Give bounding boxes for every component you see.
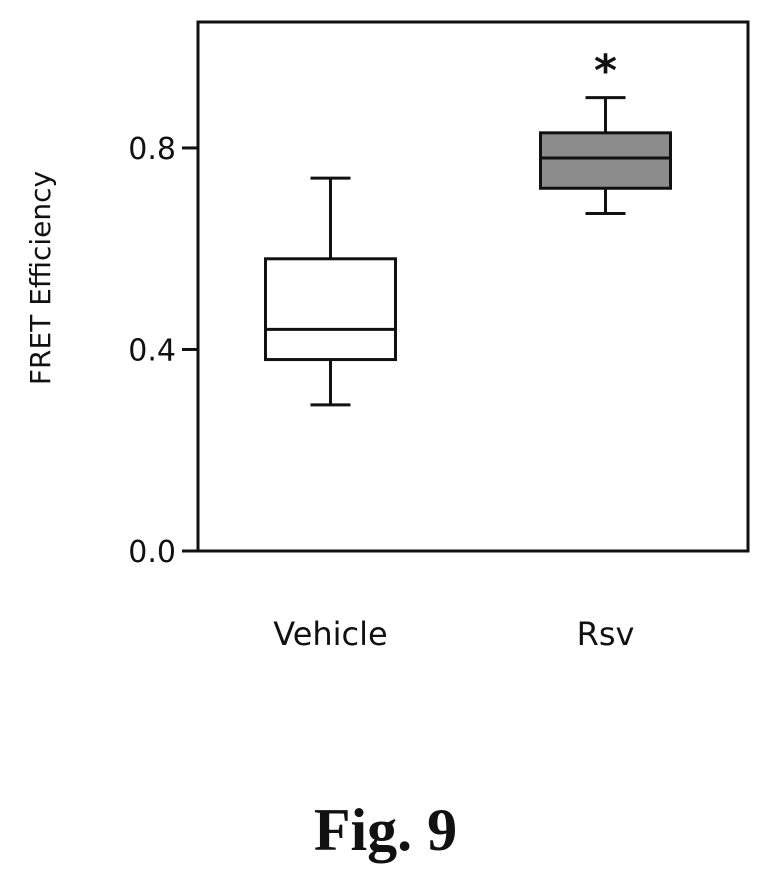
y-ticks: 0.0 0.4 0.8 — [128, 132, 198, 570]
significance-marker: * — [594, 46, 617, 97]
iqr-box — [264, 257, 397, 362]
y-tick-label: 0.0 — [128, 535, 176, 570]
box-vehicle — [264, 176, 397, 407]
boxes: * — [264, 46, 672, 407]
box-plot-chart: 0.0 0.4 0.8 * Vehicle Rsv FRET Efficiency — [24, 20, 750, 653]
iqr-box — [539, 131, 672, 190]
category-labels: Vehicle Rsv — [273, 615, 634, 653]
y-axis-title: FRET Efficiency — [24, 171, 57, 385]
plot-frame — [196, 20, 750, 553]
figure-caption: Fig. 9 — [313, 797, 458, 863]
category-label-rsv: Rsv — [577, 615, 635, 653]
category-label-vehicle: Vehicle — [273, 615, 387, 653]
y-tick-label: 0.4 — [128, 333, 176, 368]
y-tick-label: 0.8 — [128, 132, 176, 167]
box-rsv: * — [539, 46, 672, 215]
axes — [196, 20, 750, 553]
